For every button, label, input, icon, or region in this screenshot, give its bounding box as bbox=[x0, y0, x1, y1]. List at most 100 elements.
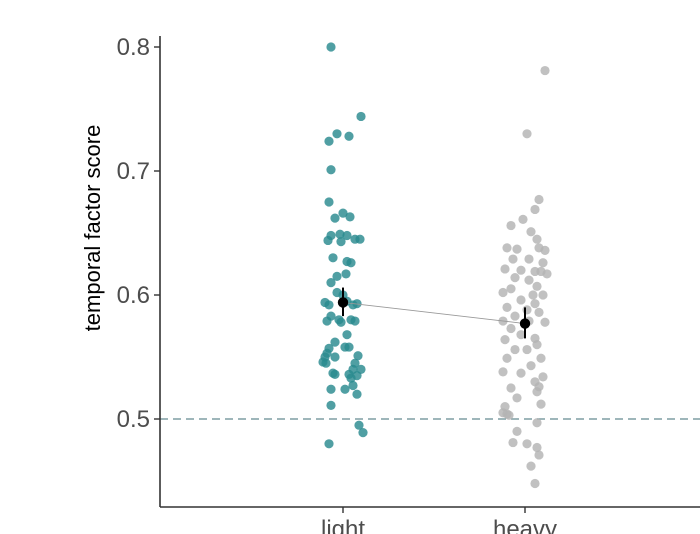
data-point-light bbox=[353, 351, 363, 361]
data-point-light bbox=[330, 213, 340, 223]
data-point-heavy bbox=[526, 361, 536, 371]
data-point-heavy bbox=[502, 243, 512, 253]
data-point-light bbox=[326, 384, 336, 394]
data-point-light bbox=[344, 342, 354, 352]
mean-connector-line bbox=[342, 301, 526, 324]
data-point-light bbox=[356, 111, 366, 122]
data-point-heavy bbox=[522, 344, 532, 355]
data-point-heavy bbox=[532, 234, 542, 244]
data-point-light bbox=[326, 42, 336, 52]
data-point-light bbox=[322, 316, 332, 326]
data-point-light bbox=[352, 389, 362, 399]
data-point-heavy bbox=[510, 311, 520, 321]
data-point-heavy bbox=[506, 383, 516, 393]
data-point-light bbox=[326, 400, 336, 410]
data-point-heavy bbox=[506, 220, 516, 231]
data-point-heavy bbox=[540, 65, 550, 76]
data-point-heavy bbox=[532, 387, 542, 397]
y-tick-label: 0.8 bbox=[117, 34, 150, 61]
data-point-heavy bbox=[528, 290, 538, 300]
y-tick-label: 0.5 bbox=[117, 406, 150, 433]
data-point-heavy bbox=[498, 287, 508, 298]
data-point-light bbox=[338, 208, 348, 218]
data-point-heavy bbox=[522, 129, 532, 139]
data-point-light bbox=[336, 317, 346, 327]
data-point-light bbox=[345, 212, 355, 222]
data-point-heavy bbox=[516, 368, 526, 378]
data-point-light bbox=[350, 316, 360, 326]
x-tick-label: heavy bbox=[493, 516, 557, 534]
data-point-heavy bbox=[500, 335, 510, 345]
data-point-light bbox=[336, 237, 346, 247]
data-point-heavy bbox=[538, 290, 548, 300]
data-point-heavy bbox=[516, 330, 526, 340]
data-point-heavy bbox=[504, 410, 514, 420]
data-point-heavy bbox=[508, 254, 518, 264]
data-point-heavy bbox=[522, 305, 532, 315]
data-point-light bbox=[354, 420, 364, 430]
data-point-heavy bbox=[502, 353, 512, 363]
data-point-light bbox=[355, 234, 365, 244]
data-point-heavy bbox=[536, 399, 546, 409]
mean-point-light bbox=[337, 297, 349, 308]
data-point-heavy bbox=[540, 317, 550, 327]
y-axis-title: temporal factor score bbox=[80, 125, 105, 332]
data-point-light bbox=[346, 373, 356, 383]
data-point-light bbox=[358, 428, 368, 438]
data-point-heavy bbox=[510, 344, 520, 355]
data-point-heavy bbox=[512, 393, 522, 403]
data-point-light bbox=[330, 369, 340, 379]
data-point-heavy bbox=[506, 284, 516, 294]
data-point-light bbox=[324, 300, 334, 310]
data-point-heavy bbox=[508, 437, 518, 448]
data-point-light bbox=[348, 380, 358, 391]
data-points-layer bbox=[318, 42, 552, 489]
data-point-light bbox=[324, 439, 334, 449]
data-point-heavy bbox=[512, 244, 522, 254]
data-point-heavy bbox=[524, 275, 534, 285]
data-point-heavy bbox=[518, 214, 528, 224]
data-point-heavy bbox=[540, 245, 550, 255]
data-point-light bbox=[324, 197, 334, 207]
data-point-heavy bbox=[524, 254, 534, 264]
data-point-light bbox=[330, 337, 340, 347]
data-point-light bbox=[326, 165, 336, 175]
axes-layer bbox=[154, 36, 700, 513]
data-point-light bbox=[342, 330, 352, 340]
data-point-heavy bbox=[532, 418, 542, 428]
data-point-heavy bbox=[542, 269, 552, 279]
data-point-light bbox=[326, 278, 336, 288]
data-point-heavy bbox=[530, 299, 540, 309]
data-point-light bbox=[342, 230, 352, 241]
data-point-heavy bbox=[512, 426, 522, 436]
data-point-heavy bbox=[534, 307, 544, 317]
data-point-heavy bbox=[530, 478, 540, 489]
x-tick-label: light bbox=[321, 516, 365, 534]
data-point-heavy bbox=[526, 227, 536, 237]
data-point-heavy bbox=[526, 461, 536, 471]
data-point-heavy bbox=[530, 204, 540, 215]
y-tick-label: 0.7 bbox=[117, 158, 150, 185]
data-point-light bbox=[321, 358, 331, 368]
data-point-light bbox=[332, 271, 342, 281]
data-point-heavy bbox=[510, 273, 520, 283]
data-point-heavy bbox=[536, 353, 546, 363]
data-point-light bbox=[340, 384, 350, 394]
data-point-light bbox=[332, 129, 342, 139]
data-point-heavy bbox=[522, 439, 532, 449]
data-point-light bbox=[323, 235, 333, 246]
mean-point-heavy bbox=[519, 318, 531, 329]
data-point-heavy bbox=[534, 194, 544, 205]
data-point-light bbox=[324, 136, 334, 146]
data-point-light bbox=[346, 258, 356, 268]
data-point-light bbox=[344, 131, 354, 141]
data-point-heavy bbox=[500, 264, 510, 274]
data-point-heavy bbox=[532, 340, 542, 350]
data-point-heavy bbox=[532, 442, 542, 453]
data-point-heavy bbox=[532, 281, 542, 291]
data-point-heavy bbox=[538, 258, 548, 268]
data-point-light bbox=[341, 269, 351, 279]
data-point-heavy bbox=[538, 372, 548, 382]
data-point-light bbox=[330, 352, 340, 362]
